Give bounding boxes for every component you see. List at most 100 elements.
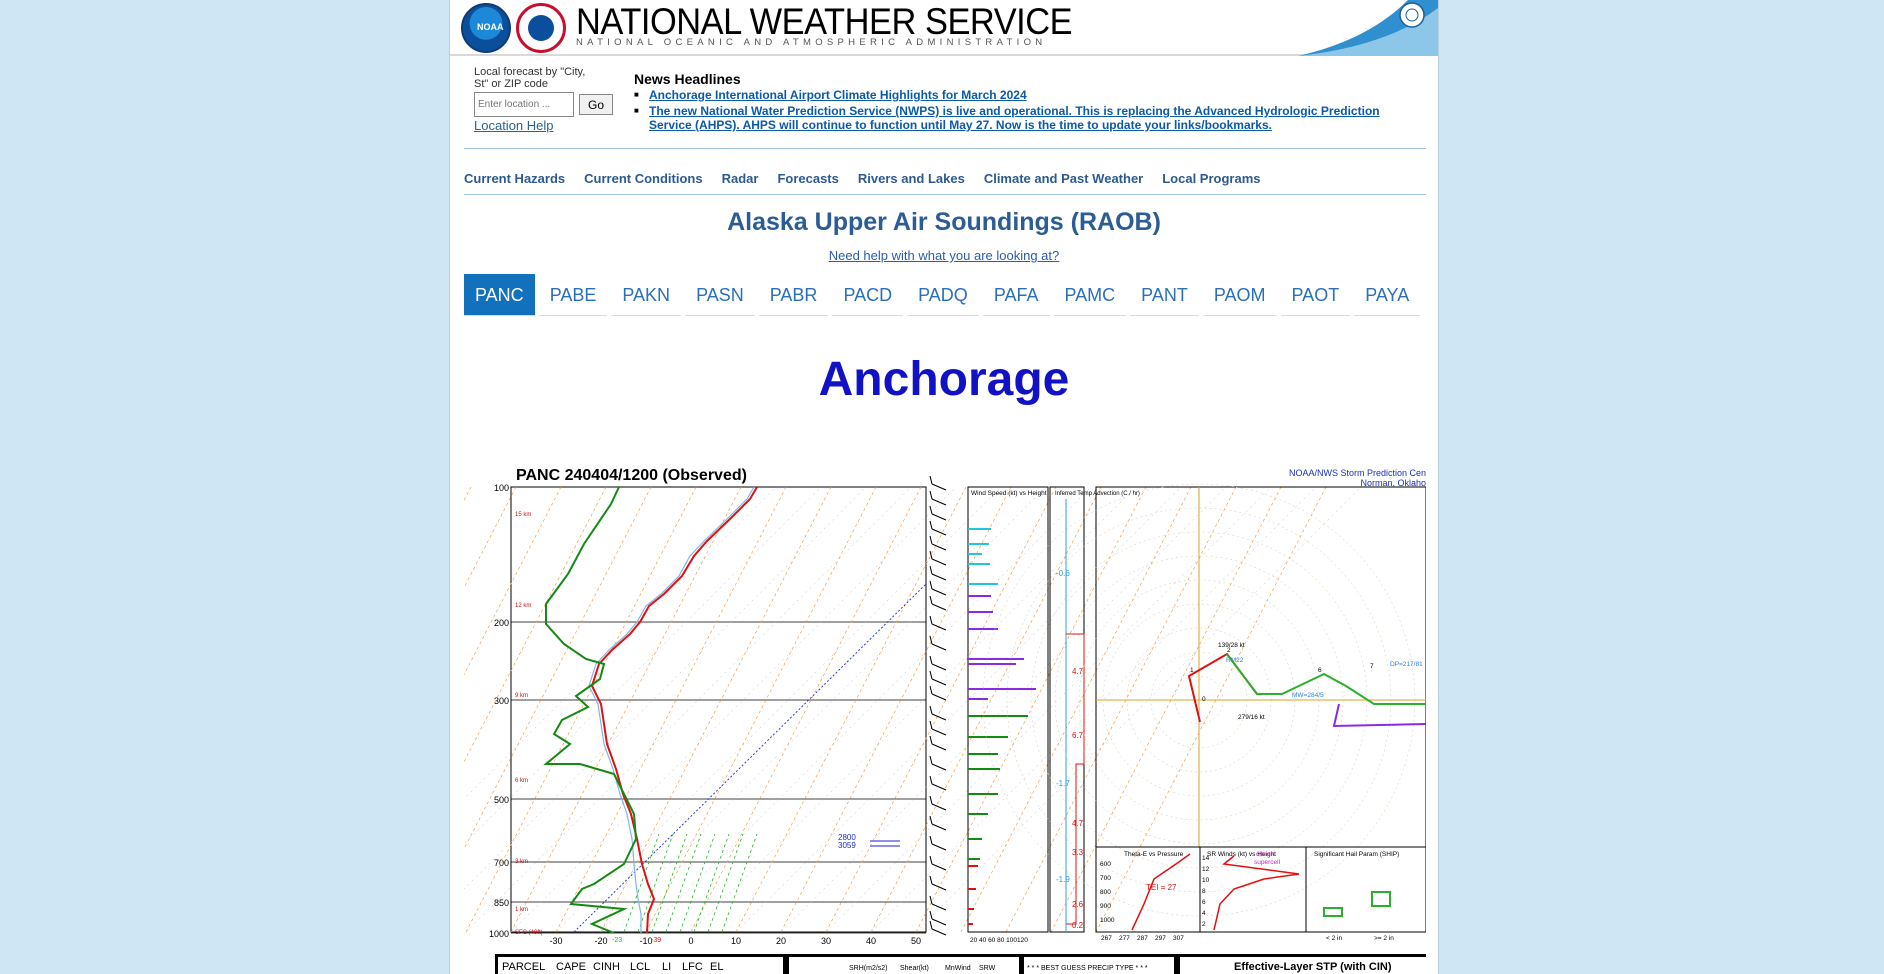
wind-barb — [929, 895, 933, 905]
height-label: 9 km — [515, 693, 528, 699]
advection-warm — [1066, 633, 1085, 925]
dry-adiabat — [690, 486, 922, 933]
tab-paya[interactable]: PAYA — [1354, 274, 1421, 316]
site-title[interactable]: NATIONAL WEATHER SERVICE — [576, 1, 1073, 42]
sr-winds-label: supercell — [1254, 859, 1281, 866]
temperature-tick: 0 — [688, 936, 693, 946]
theta-e-title: Theta-E vs Pressure — [1124, 851, 1184, 858]
stats-bar-label: CAPE — [556, 961, 586, 973]
wind-barb — [929, 685, 933, 695]
location-help-link[interactable]: Location Help — [474, 118, 554, 133]
wind-barb — [931, 588, 947, 596]
nav-rivers-lakes[interactable]: Rivers and Lakes — [857, 171, 965, 186]
tab-paot[interactable]: PAOT — [1280, 274, 1351, 316]
nav-current-conditions[interactable]: Current Conditions — [584, 171, 703, 186]
wind-barb — [931, 693, 947, 701]
news-list: Anchorage International Airport Climate … — [634, 88, 1404, 134]
wind-barb — [931, 498, 947, 506]
skewt-frame — [510, 486, 927, 933]
tab-pant[interactable]: PANT — [1130, 274, 1199, 316]
wind-barb — [929, 655, 933, 665]
pressure-label: 200 — [494, 618, 509, 628]
stats-bar-cell — [498, 957, 783, 974]
hodograph-ring — [982, 483, 1416, 917]
wind-barb — [931, 883, 947, 891]
page-title: Alaska Upper Air Soundings (RAOB) — [727, 208, 1161, 236]
station-name: Anchorage — [818, 353, 1070, 406]
nav-climate[interactable]: Climate and Past Weather — [983, 171, 1144, 186]
nav-local-programs[interactable]: Local Programs — [1162, 171, 1261, 186]
hodograph-ring — [1102, 603, 1296, 797]
go-button[interactable]: Go — [579, 94, 613, 115]
theta-e-tick: 900 — [1100, 903, 1111, 910]
height-label: SFC (40ft) — [515, 930, 543, 936]
wind-barb — [931, 823, 947, 831]
stats-bar-label: LI — [662, 961, 671, 973]
advection-value: 4.7 — [1072, 667, 1084, 676]
wind-barb — [931, 528, 947, 536]
sr-winds-tick: 14 — [1202, 855, 1210, 862]
sr-winds-tick: 6 — [1202, 899, 1206, 906]
tab-pafa[interactable]: PAFA — [982, 274, 1050, 316]
tab-pasn[interactable]: PASN — [685, 274, 755, 316]
stats-bar-label: SRW — [979, 965, 996, 972]
temperature-tick: 30 — [821, 936, 831, 946]
hodograph-label: 1 — [1190, 667, 1194, 674]
advection-value: -0.6 — [1056, 569, 1070, 578]
theta-e-bottom-tick: 287 — [1137, 935, 1148, 942]
sr-winds-title: SR Winds (kt) vs Height — [1207, 851, 1276, 858]
news-link[interactable]: Anchorage International Airport Climate … — [649, 88, 1027, 102]
wind-barb — [929, 795, 933, 805]
hodograph-ring — [1078, 579, 1320, 821]
stats-bar-cell — [1024, 957, 1174, 974]
noaa-logo[interactable]: NOAA — [461, 3, 511, 53]
tab-pabr[interactable]: PABR — [758, 274, 829, 316]
wind-barb — [929, 670, 933, 680]
news-link[interactable]: The new National Water Prediction Servic… — [649, 104, 1380, 132]
wind-barb — [931, 843, 947, 851]
sr-winds-tick: 2 — [1202, 921, 1206, 928]
dry-adiabat — [735, 486, 967, 933]
tab-paom[interactable]: PAOM — [1202, 274, 1277, 316]
advection-value: 4.7 — [1072, 819, 1084, 828]
stats-bar-label: PARCEL — [502, 961, 545, 973]
mixing-ratio-line — [665, 833, 702, 933]
nav-radar[interactable]: Radar — [721, 171, 759, 186]
wind-barb — [929, 735, 933, 745]
advection-value: 0.2 — [1072, 921, 1084, 930]
isotherm — [735, 486, 1182, 933]
hodograph-upper — [1332, 703, 1426, 728]
dry-adiabat — [510, 486, 742, 933]
theta-e-bottom-tick: 277 — [1119, 935, 1130, 942]
wind-barb — [929, 875, 933, 885]
wind-barb — [931, 573, 947, 581]
wind-barb — [931, 663, 947, 671]
divider — [464, 194, 1426, 195]
tab-padq[interactable]: PADQ — [907, 274, 979, 316]
temperature-tick: -20 — [594, 936, 607, 946]
isotherm — [870, 486, 1317, 933]
tab-pabe[interactable]: PABE — [538, 274, 608, 316]
tab-panc[interactable]: PANC — [464, 274, 535, 316]
tab-pakn[interactable]: PAKN — [611, 274, 682, 316]
wind-barb — [929, 815, 933, 825]
location-search-input[interactable] — [474, 92, 574, 117]
pressure-label: 300 — [494, 696, 509, 706]
nws-logo[interactable] — [516, 3, 566, 53]
height-label: 15 km — [515, 512, 531, 518]
nav-forecasts[interactable]: Forecasts — [777, 171, 839, 186]
sr-winds-tick: 8 — [1202, 888, 1206, 895]
height-label: 3 km — [515, 859, 528, 865]
nav-current-hazards[interactable]: Current Hazards — [464, 171, 566, 186]
tab-pamc[interactable]: PAMC — [1053, 274, 1127, 316]
tab-pacd[interactable]: PACD — [832, 274, 904, 316]
temperature-tick: -10 — [639, 936, 652, 946]
help-link[interactable]: Need help with what you are looking at? — [828, 248, 1060, 263]
wind-barb — [929, 580, 933, 590]
ship-box — [1323, 907, 1343, 917]
wind-barb — [929, 535, 933, 545]
isotherm — [645, 486, 1092, 933]
hodograph-label: 2 — [1227, 647, 1231, 654]
wind-barb — [929, 705, 933, 715]
page-container: NOAA NATIONAL WEATHER SERVICE NATIONAL O… — [449, 0, 1439, 974]
